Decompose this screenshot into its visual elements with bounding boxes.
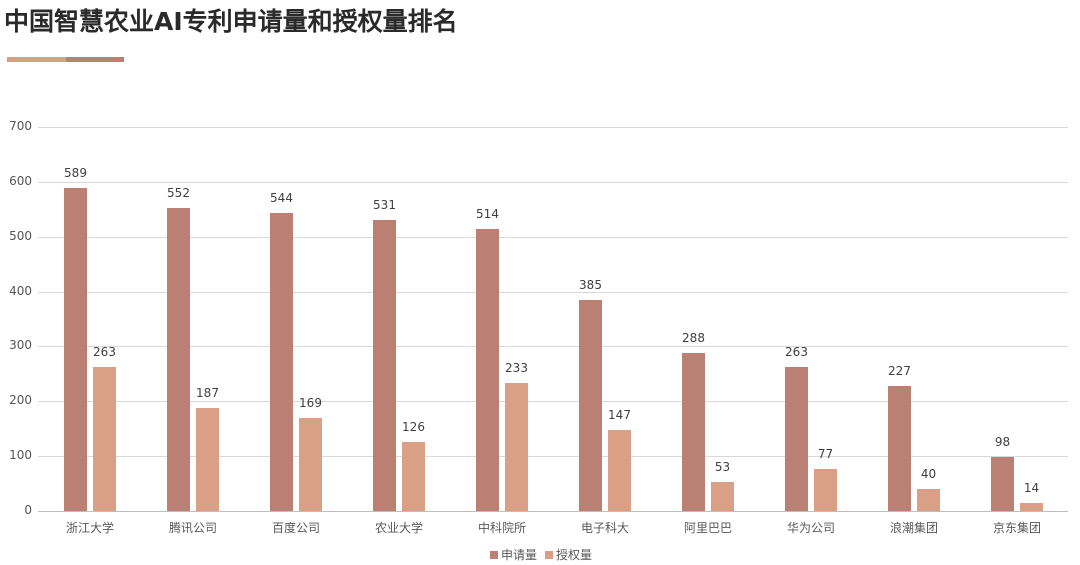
gridline	[38, 456, 1068, 457]
y-tick-label: 200	[9, 393, 32, 407]
data-label: 53	[714, 459, 731, 474]
bar-applications[interactable]	[270, 212, 293, 511]
data-label: 227	[888, 364, 911, 379]
y-tick-label: 100	[9, 448, 32, 462]
x-category-label: 百度公司	[271, 521, 320, 535]
y-tick-label: 700	[9, 119, 32, 133]
bar-applications[interactable]	[476, 229, 499, 511]
gridline	[38, 237, 1068, 238]
data-label: 40	[920, 467, 937, 482]
data-label: 77	[817, 446, 834, 461]
x-category-label: 腾讯公司	[168, 521, 217, 535]
x-category-label: 京东集团	[992, 521, 1041, 535]
gridline	[38, 401, 1068, 402]
gridline	[38, 346, 1068, 347]
data-label: 263	[93, 344, 116, 359]
x-category-label: 农业大学	[374, 521, 423, 535]
title-accent-bar-light	[7, 57, 66, 62]
bar-grants[interactable]	[1020, 503, 1043, 511]
x-category-label: 浙江大学	[65, 521, 114, 535]
y-tick-label: 400	[9, 284, 32, 298]
y-tick-label: 300	[9, 338, 32, 352]
bar-applications[interactable]	[991, 457, 1014, 511]
y-tick-label: 0	[24, 503, 32, 517]
bar-grants[interactable]	[93, 366, 116, 511]
data-label: 126	[402, 419, 425, 434]
bar-grants[interactable]	[196, 408, 219, 511]
data-label: 187	[196, 386, 219, 401]
data-label: 385	[579, 277, 602, 292]
data-label: 169	[299, 396, 322, 411]
data-label: 263	[785, 344, 808, 359]
data-label: 98	[994, 435, 1011, 450]
bar-applications[interactable]	[888, 386, 911, 511]
bar-applications[interactable]	[785, 366, 808, 511]
data-label: 147	[608, 408, 631, 423]
bar-grants[interactable]	[608, 430, 631, 511]
data-label: 531	[373, 197, 396, 212]
x-category-label: 浪潮集团	[889, 521, 938, 535]
legend-item-grants[interactable]: 授权量	[545, 546, 592, 563]
bar-applications[interactable]	[373, 219, 396, 511]
chart-legend: 申请量 授权量	[490, 546, 596, 563]
bar-grants[interactable]	[402, 441, 425, 511]
legend-swatch-grants	[545, 550, 554, 559]
x-category-label: 电子科大	[580, 521, 629, 535]
y-tick-label: 500	[9, 229, 32, 243]
gridline	[38, 182, 1068, 183]
legend-label-applications: 申请量	[501, 548, 538, 562]
y-tick-label: 600	[9, 174, 32, 188]
x-axis-line	[38, 511, 1068, 512]
x-category-label: 中科院所	[477, 521, 526, 535]
data-label: 544	[270, 190, 293, 205]
bar-grants[interactable]	[711, 481, 734, 511]
legend-label-grants: 授权量	[556, 548, 593, 562]
data-label: 514	[476, 207, 499, 222]
bar-grants[interactable]	[299, 418, 322, 511]
page-title: 中国智慧农业AI专利申请量和授权量排名	[4, 7, 458, 36]
data-label: 233	[505, 361, 528, 376]
bar-applications[interactable]	[682, 353, 705, 511]
data-label: 288	[682, 331, 705, 345]
legend-swatch-applications	[490, 550, 498, 559]
data-label: 589	[64, 165, 87, 180]
data-label: 14	[1023, 481, 1040, 496]
x-category-label: 华为公司	[786, 521, 835, 535]
bar-applications[interactable]	[167, 208, 190, 511]
bar-applications[interactable]	[64, 187, 87, 511]
bar-grants[interactable]	[917, 489, 940, 511]
bar-grants[interactable]	[814, 468, 837, 511]
bar-grants[interactable]	[505, 383, 528, 511]
gridline	[38, 127, 1068, 128]
bar-applications[interactable]	[579, 299, 602, 511]
gridline	[38, 292, 1068, 293]
x-category-label: 阿里巴巴	[683, 521, 732, 535]
data-label: 552	[167, 186, 190, 201]
legend-item-applications[interactable]: 申请量	[490, 546, 537, 563]
title-accent-bar-dark	[66, 57, 124, 62]
